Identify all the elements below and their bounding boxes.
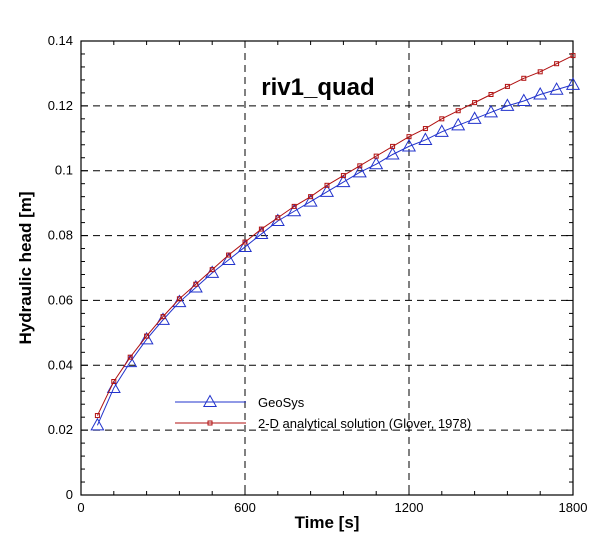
analytical-point — [521, 75, 527, 81]
x-tick-label: 0 — [77, 500, 84, 515]
analytical-point — [242, 239, 248, 245]
y-tick-label: 0.12 — [48, 98, 73, 113]
legend-geosys-marker — [202, 394, 218, 408]
y-tick-label: 0 — [66, 487, 73, 502]
geosys-point — [500, 98, 515, 111]
legend-geosys-label: GeoSys — [258, 395, 305, 410]
geosys-point — [385, 146, 400, 160]
analytical-point — [160, 314, 166, 320]
geosys-point — [155, 312, 171, 325]
analytical-point — [176, 296, 182, 302]
analytical-point — [340, 173, 346, 179]
geosys-point — [467, 111, 482, 124]
x-axis-label: Time [s] — [295, 513, 360, 532]
legend-analytical-marker — [207, 420, 213, 426]
analytical-point — [373, 153, 379, 159]
analytical-point — [439, 116, 445, 122]
y-tick-label: 0.02 — [48, 422, 73, 437]
y-tick-label: 0.1 — [55, 163, 73, 178]
analytical-point — [455, 108, 461, 114]
analytical-point — [357, 163, 363, 169]
analytical-point — [390, 143, 396, 149]
analytical-point — [308, 194, 314, 200]
analytical-point — [275, 215, 281, 221]
geosys-point — [172, 294, 187, 308]
analytical-point — [127, 354, 133, 360]
geosys-line — [96, 84, 574, 426]
series-analytical — [94, 53, 576, 419]
analytical-point — [258, 226, 264, 232]
geosys-point — [483, 104, 499, 118]
legend: GeoSys 2-D analytical solution (Glover, … — [175, 394, 471, 431]
analytical-point — [570, 53, 576, 59]
analytical-line — [96, 55, 574, 416]
geosys-point — [401, 138, 417, 152]
geosys-point — [254, 226, 269, 239]
analytical-point — [111, 379, 117, 384]
analytical-point — [554, 61, 560, 67]
y-tick-label: 0.06 — [48, 292, 73, 307]
geosys-point — [533, 86, 548, 100]
analytical-point — [422, 126, 428, 132]
analytical-point — [406, 134, 412, 140]
geosys-point — [418, 132, 433, 145]
analytical-point — [488, 92, 494, 98]
series-geosys — [90, 77, 581, 431]
analytical-point — [193, 281, 199, 287]
x-tick-label: 1200 — [395, 500, 424, 515]
y-axis-label: Hydraulic head [m] — [16, 191, 35, 344]
y-axis-ticks: 0 0.02 0.04 0.06 0.08 0.1 0.12 0.14 — [48, 33, 573, 502]
geosys-point — [237, 239, 253, 252]
plot-frame — [80, 40, 574, 496]
geosys-point — [451, 117, 466, 131]
geosys-point — [516, 93, 531, 107]
analytical-point — [209, 267, 215, 273]
analytical-point — [144, 333, 150, 339]
geosys-point — [369, 156, 384, 170]
analytical-point — [226, 252, 232, 258]
geosys-point — [90, 417, 105, 431]
x-tick-label: 1800 — [559, 500, 588, 515]
analytical-point — [537, 69, 543, 75]
geosys-point — [434, 124, 449, 137]
y-tick-label: 0.04 — [48, 357, 73, 372]
x-tick-label: 600 — [234, 500, 256, 515]
geosys-point — [287, 203, 302, 217]
geosys-point — [352, 164, 367, 178]
geosys-point — [549, 82, 564, 95]
y-tick-label: 0.14 — [48, 33, 73, 48]
chart-title: riv1_quad — [261, 74, 374, 101]
geosys-point — [565, 77, 581, 90]
geosys-point — [221, 252, 236, 265]
analytical-point — [291, 203, 297, 209]
geosys-point — [139, 331, 154, 345]
analytical-point — [472, 100, 478, 106]
geosys-point — [336, 174, 351, 188]
analytical-point — [324, 182, 330, 188]
analytical-point — [504, 83, 510, 89]
analytical-point — [94, 413, 100, 419]
legend-analytical-label: 2-D analytical solution (Glover, 1978) — [258, 416, 471, 431]
geosys-point — [319, 184, 335, 197]
x-axis-ticks: 0 600 1200 1800 — [77, 41, 587, 515]
y-tick-label: 0.08 — [48, 228, 73, 243]
geosys-point — [303, 193, 318, 207]
series-layer — [90, 53, 581, 431]
